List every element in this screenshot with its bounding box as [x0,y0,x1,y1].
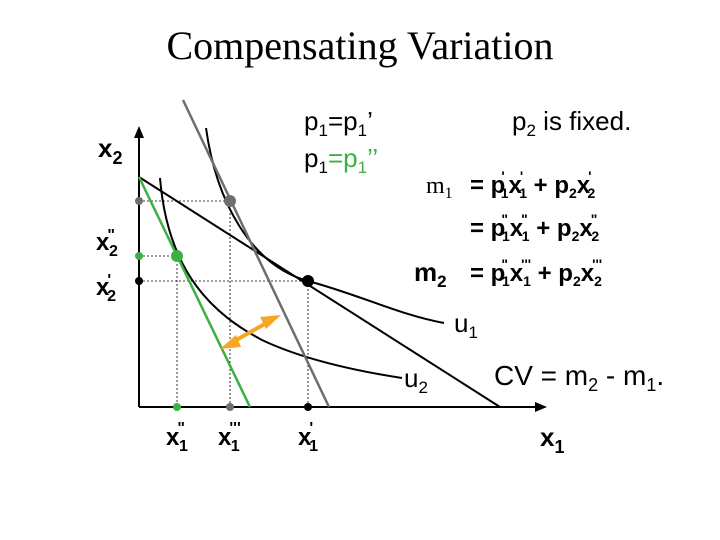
x-dot-green [173,403,181,411]
point-gray [224,195,236,207]
x-dot-gray [226,403,234,411]
equation-m1: m1 = p' 1x' 1 + p2x' 2 [426,168,596,202]
x-dot-black [304,403,312,411]
axes [134,126,547,412]
svg-text:= p'1x'1 + p2x'2: = p' 1x' 1 + p2x' 2 [470,168,596,201]
x-axis-arrow [535,402,547,412]
y-tick-x2-double: x" 2 [96,227,118,260]
x-tick-x1-triple: x''' 1 [218,420,241,455]
price-label-2: p1=p1’’ [304,143,378,177]
y-tick-x2-single: x' 2 [96,272,116,305]
x-tick-x1-single: x' 1 [298,420,318,455]
x-tick-x1-double: x" 1 [166,420,188,455]
y-dot-green [135,252,143,260]
x-axis-label: x1 [540,422,564,457]
label-u1: u1 [454,308,478,342]
indifference-curve-u1 [205,127,445,324]
budget-line-black [138,176,501,408]
guide-lines [139,200,309,407]
indifference-curve-u2 [159,177,403,379]
y-axis-arrow [134,126,144,138]
svg-text:= p"1x"1 + p2x"2: = p" 1x" 1 + p2x" 2 [470,211,599,244]
cv-arrow [220,315,281,349]
budget-line-gray [181,99,331,408]
svg-text:= p"1x'''1 + p2x'''2: = p" 1x''' 1 + p2x''' 2 [470,256,602,289]
budget-line-green [137,176,252,408]
y-axis-label: x2 [98,133,122,168]
point-black [302,275,314,287]
price-label-1: p1=p1’ [304,106,373,140]
label-u2: u2 [404,363,428,397]
page-title: Compensating Variation [166,23,554,68]
cv-label: CV = m2 - m1. [494,360,664,395]
price-fixed-label: p2 is fixed. [512,106,631,140]
equation-m1-second: = p" 1x" 1 + p2x" 2 [470,211,599,244]
svg-text:m1: m1 [426,173,453,202]
y-dot-black [135,277,143,285]
point-green [171,250,183,262]
y-dot-gray [135,197,143,205]
equation-m2: m2 = p" 1x''' 1 + p2x''' 2 [414,256,602,291]
svg-text:m2: m2 [414,257,447,291]
